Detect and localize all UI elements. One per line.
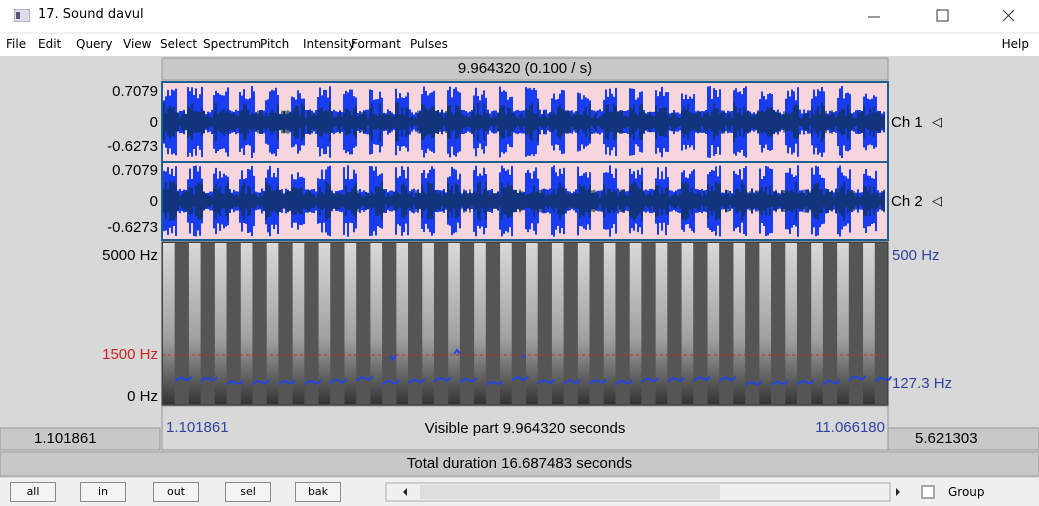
after-value: 5.621303 xyxy=(915,430,978,447)
axis-label: 0.7079 xyxy=(112,162,158,179)
before-value: 1.101861 xyxy=(34,430,97,447)
speaker-icon: ◁ xyxy=(932,194,942,209)
axis-label: 1500 Hz xyxy=(102,346,158,363)
total-duration: Total duration 16.687483 seconds xyxy=(0,455,1039,472)
spectrogram-stripe xyxy=(759,243,771,404)
window: 17. Sound davul FileEditQueryViewSelectS… xyxy=(0,0,1039,506)
axis-label: -0.6273 xyxy=(107,138,158,155)
spectrogram-stripe xyxy=(163,243,175,404)
axis-label: -0.6273 xyxy=(107,219,158,236)
spectrogram-stripe xyxy=(370,243,382,404)
channel-label: Ch 2 xyxy=(891,193,923,210)
button[interactable]: bak xyxy=(295,482,341,502)
spectrogram-stripe xyxy=(448,243,460,404)
button[interactable]: all xyxy=(10,482,56,502)
button[interactable]: in xyxy=(80,482,126,502)
group-checkbox[interactable] xyxy=(922,486,934,498)
axis-label: 0.7079 xyxy=(112,83,158,100)
spectrogram-stripe xyxy=(526,243,538,404)
scroll-thumb[interactable] xyxy=(420,485,720,499)
axis-label: 0 xyxy=(150,193,158,210)
button[interactable]: out xyxy=(153,482,199,502)
spectrogram-stripe xyxy=(708,243,720,404)
spectrogram-stripe xyxy=(785,243,797,404)
axis-label: 500 Hz xyxy=(892,247,940,264)
spectrogram-stripe xyxy=(733,243,745,404)
button[interactable]: sel xyxy=(225,482,271,502)
visible-part: Visible part 9.964320 seconds xyxy=(162,420,888,437)
spectrogram-stripe xyxy=(682,243,694,404)
channel-label: Ch 1 xyxy=(891,114,923,131)
spectrogram-stripe xyxy=(500,243,512,404)
axis-label: 0 xyxy=(150,114,158,131)
group-label[interactable]: Group xyxy=(948,485,985,499)
header-text: 9.964320 (0.100 / s) xyxy=(162,60,888,77)
axis-label: 0 Hz xyxy=(127,388,158,405)
spectrogram-stripe xyxy=(215,243,227,404)
spectrogram-stripe xyxy=(241,243,253,404)
spectrogram-stripe xyxy=(189,243,201,404)
axis-label: 127.3 Hz xyxy=(892,375,952,392)
spectrogram-stripe xyxy=(863,243,875,404)
speaker-icon: ◁ xyxy=(932,115,942,130)
axis-label: 5000 Hz xyxy=(102,247,158,264)
selection-end: 11.066180 xyxy=(815,419,885,436)
